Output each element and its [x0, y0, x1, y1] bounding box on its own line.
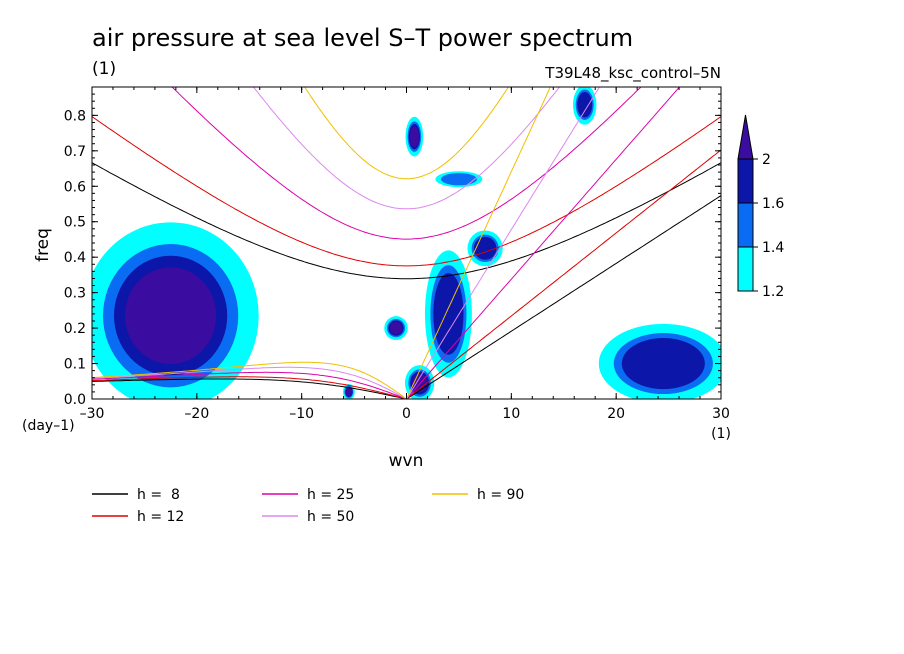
- colorbar-label-1: 1.6: [762, 196, 784, 212]
- contour-region-2-level-3: [409, 126, 419, 147]
- x-unit-label: (1): [711, 426, 731, 442]
- y-tick-label-4: 0.4: [64, 250, 86, 266]
- gravity-curve-h25: [171, 87, 642, 240]
- x-tick-label-0: –30: [80, 406, 105, 422]
- kelvin-curve-h12: [406, 149, 721, 399]
- y-tick-label-6: 0.6: [64, 179, 86, 195]
- y-tick-label-5: 0.5: [64, 215, 86, 231]
- rossby-curve-h12: [92, 376, 407, 399]
- contour-region-5-level-3: [345, 387, 352, 397]
- chart-subtitle-left: (1): [92, 59, 116, 79]
- gravity-curve-h50: [252, 87, 561, 210]
- kelvin-curve-h25: [406, 87, 681, 399]
- colorbar-swatch-3: [737, 114, 754, 160]
- rossby-curve-h25: [92, 371, 407, 399]
- axes-layer: –30 –20 –10 0 10 20 30 0.0 0.1 0.2 0.3 0.4 0.5 0.6 0.7…: [64, 87, 730, 422]
- rossby-curve-h8: [92, 378, 407, 399]
- y-tick-label-0: 0.0: [64, 392, 86, 408]
- gravity-curve-h12: [92, 116, 721, 267]
- colorbar-swatch-2: [737, 158, 754, 204]
- dispersion-curves-layer: [92, 87, 721, 399]
- legend-label-h50: h = 50: [307, 509, 354, 525]
- x-tick-label-1: –20: [184, 406, 209, 422]
- y-tick-label-7: 0.7: [64, 144, 86, 160]
- colorbar-swatch-1: [737, 202, 754, 248]
- colorbar-label-2: 1.4: [762, 240, 784, 256]
- colorbar-swatch-0: [737, 246, 754, 292]
- y-tick-label-1: 0.1: [64, 357, 86, 373]
- colorbar-label-0: 2: [762, 152, 771, 168]
- x-axis-label: wvn: [389, 451, 424, 471]
- legend: h = 8 h = 12 h = 25 h = 50 h = 90: [92, 487, 524, 525]
- chart-title: air pressure at sea level S–T power spec…: [92, 24, 633, 52]
- gravity-curve-h8: [92, 162, 721, 280]
- contour-region-8-level-1: [440, 173, 477, 186]
- gravity-curve-h90: [304, 87, 509, 180]
- x-tick-label-4: 10: [502, 406, 520, 422]
- legend-label-h90: h = 90: [477, 487, 524, 503]
- kelvin-curve-h50: [406, 87, 601, 399]
- x-tick-label-6: 30: [712, 406, 730, 422]
- colorbar: 2 1.6 1.4 1.2: [737, 114, 784, 300]
- contour-region-7-level-2: [473, 236, 497, 260]
- kelvin-curve-h8: [406, 195, 721, 399]
- y-axis-label: freq: [33, 228, 53, 262]
- legend-label-h8: h = 8: [137, 487, 180, 503]
- x-tick-label-3: 0: [402, 406, 411, 422]
- legend-label-h12: h = 12: [137, 509, 184, 525]
- contour-region-9-level-2: [577, 91, 593, 118]
- y-tick-label-8: 0.8: [64, 108, 86, 124]
- y-tick-label-2: 0.2: [64, 321, 86, 337]
- y-unit-label: (day–1): [22, 418, 75, 434]
- x-tick-label-2: –10: [289, 406, 314, 422]
- contour-fill-layer: [92, 87, 721, 399]
- contour-region-0-level-3: [125, 267, 217, 365]
- contour-region-1-level-2: [621, 338, 705, 390]
- chart-subtitle-right: T39L48_ksc_control–5N: [544, 64, 721, 83]
- contour-region-3-level-3: [389, 321, 403, 335]
- x-tick-label-5: 20: [607, 406, 625, 422]
- rossby-curve-h50: [92, 366, 407, 399]
- kelvin-curve-h90: [406, 87, 551, 399]
- rossby-curve-h90: [92, 361, 407, 399]
- colorbar-label-3: 1.2: [762, 284, 784, 300]
- y-tick-label-3: 0.3: [64, 286, 86, 302]
- legend-label-h25: h = 25: [307, 487, 354, 503]
- contour-region-6-level-2: [433, 273, 464, 355]
